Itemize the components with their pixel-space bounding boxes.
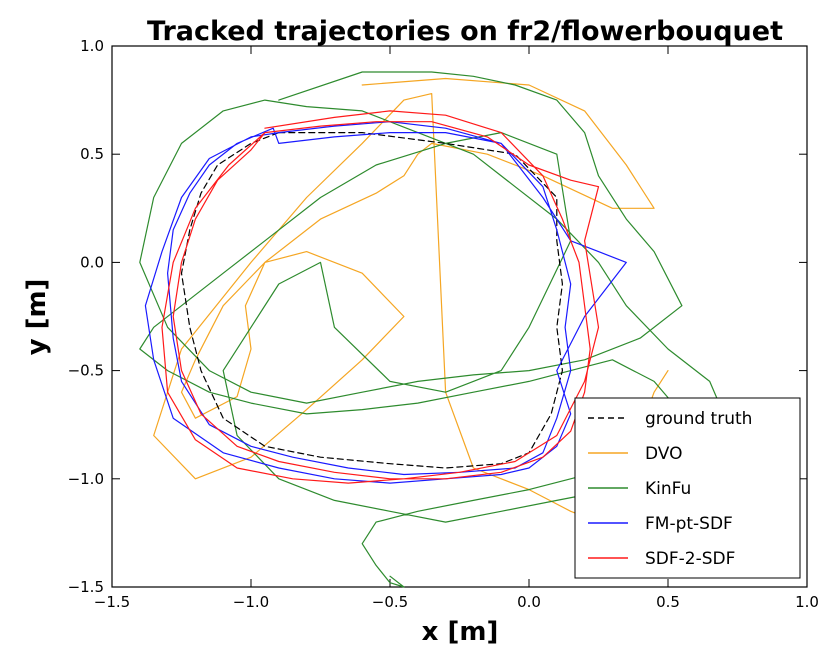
x-tick-label: −1.0 [233, 593, 269, 611]
y-tick-label: −1.0 [68, 470, 104, 488]
legend-label: SDF-2-SDF [645, 549, 735, 569]
legend-label: ground truth [645, 409, 752, 429]
x-tick-label: 1.0 [795, 593, 819, 611]
series-line-fm-pt-sdf [144, 121, 627, 484]
y-axis-label: y [m] [22, 279, 52, 356]
x-tick-label: −1.5 [94, 593, 130, 611]
series-line-ground-truth [180, 132, 564, 469]
y-tick-label: 1.0 [80, 37, 104, 55]
legend-label: KinFu [645, 479, 691, 499]
series-line-dvo [153, 77, 669, 523]
series-line-sdf-2-sdf [161, 110, 600, 484]
x-tick-label: 0.0 [517, 593, 541, 611]
x-tick-label: 0.5 [656, 593, 680, 611]
y-tick-label: 0.5 [80, 145, 104, 163]
x-axis-label: x [m] [422, 617, 499, 647]
series-line-kinfu [139, 71, 725, 588]
y-tick-label: 0.0 [80, 253, 104, 271]
y-axis-ticks: −1.5 −1.0 −0.5 0.0 0.5 1.0 [68, 37, 807, 596]
legend-label: DVO [645, 444, 683, 464]
y-tick-label: −1.5 [68, 578, 104, 596]
x-axis-ticks: −1.5 −1.0 −0.5 0.0 0.5 1.0 [94, 46, 819, 611]
legend: ground truth DVO KinFu FM-pt-SDF SDF-2-SDF [574, 397, 801, 579]
y-tick-label: −0.5 [68, 362, 104, 380]
series-group [139, 71, 725, 588]
plot-area: −1.5 −1.0 −0.5 0.0 0.5 1.0 −1.5 −1.0 −0.5 0.0 0.5… [68, 37, 819, 611]
x-tick-label: −0.5 [372, 593, 408, 611]
plot-frame [111, 45, 808, 588]
legend-label: FM-pt-SDF [645, 514, 733, 534]
chart-title: Tracked trajectories on fr2/flowerbouque… [147, 16, 783, 47]
